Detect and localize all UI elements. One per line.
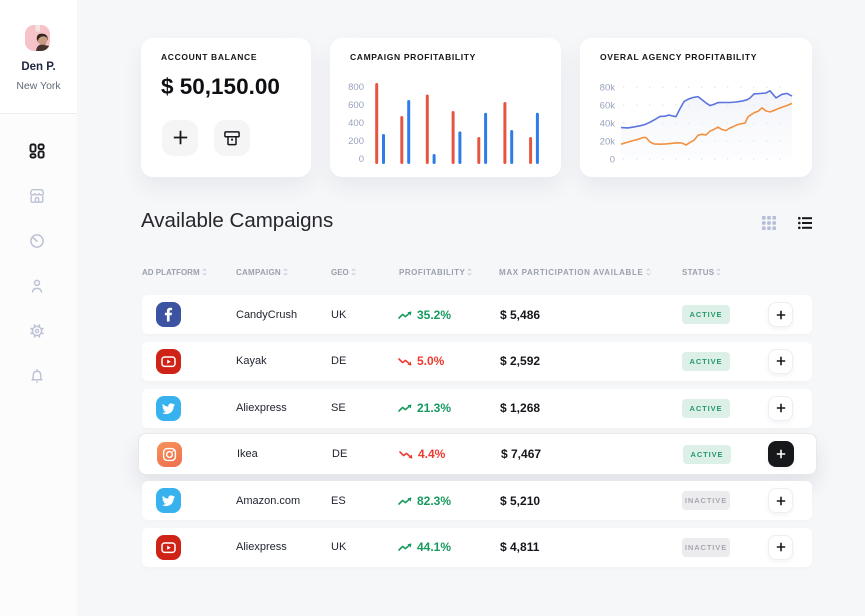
svg-text:0: 0 bbox=[359, 154, 364, 165]
svg-text:20k: 20k bbox=[600, 137, 616, 148]
svg-text:80k: 80k bbox=[600, 83, 616, 94]
svg-text:40k: 40k bbox=[600, 119, 616, 130]
svg-text:800: 800 bbox=[348, 82, 364, 93]
svg-text:60k: 60k bbox=[600, 101, 616, 112]
svg-text:0: 0 bbox=[610, 155, 615, 166]
svg-text:400: 400 bbox=[348, 118, 364, 129]
svg-text:200: 200 bbox=[348, 136, 364, 147]
svg-text:600: 600 bbox=[348, 100, 364, 111]
